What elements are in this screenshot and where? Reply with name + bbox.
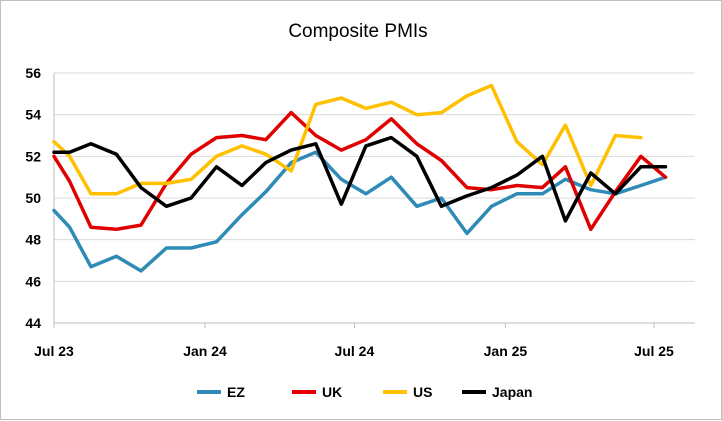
series-line-uk xyxy=(52,110,668,232)
grid xyxy=(54,72,695,282)
x-tick-label: Jul 24 xyxy=(335,343,375,359)
series-line-us xyxy=(52,83,643,196)
y-tick-label: 50 xyxy=(25,190,41,206)
y-tick-label: 52 xyxy=(25,148,41,164)
series-lines xyxy=(52,83,668,273)
legend-label-japan: Japan xyxy=(492,384,532,400)
x-tick-label: Jul 25 xyxy=(634,343,674,359)
x-tick-label: Jul 23 xyxy=(34,343,74,359)
chart-title: Composite PMIs xyxy=(288,21,427,42)
x-tick-label: Jan 24 xyxy=(183,343,227,359)
series-line-japan xyxy=(52,135,668,223)
axes: 44 46 48 50 52 54 56 Jul 23 Jan 24 Jul 24 Jan 25 Ju… xyxy=(25,65,695,359)
legend-label-ez: EZ xyxy=(227,384,245,400)
series-line-ez xyxy=(52,150,668,273)
y-tick-label: 46 xyxy=(25,273,41,289)
y-tick-label: 48 xyxy=(25,232,41,248)
x-tick-label: Jan 25 xyxy=(484,343,528,359)
legend-label-uk: UK xyxy=(322,384,342,400)
y-tick-label: 44 xyxy=(25,315,41,331)
legend-label-us: US xyxy=(413,384,432,400)
y-tick-label: 54 xyxy=(25,107,41,123)
legend: EZ UK US Japan xyxy=(197,384,532,400)
y-tick-label: 56 xyxy=(25,65,41,81)
